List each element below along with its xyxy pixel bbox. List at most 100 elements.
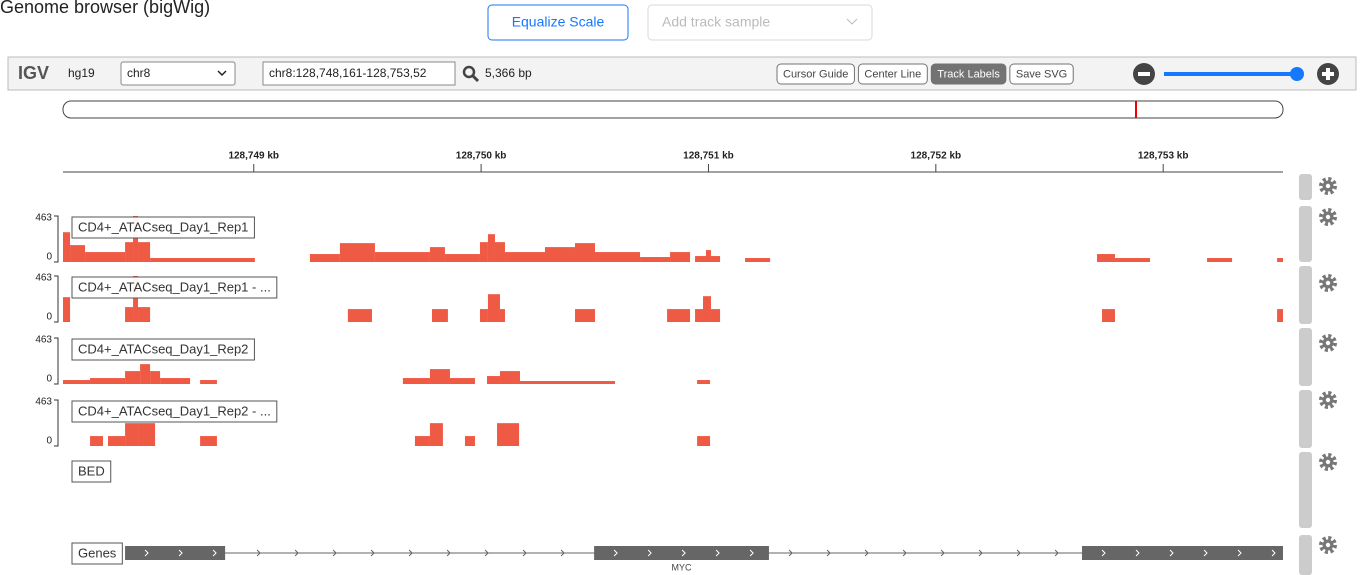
locus: chr8:128,748,161-128,753,52 (269, 66, 427, 80)
strand-arrow (902, 549, 907, 557)
strand-arrow (940, 549, 945, 557)
signal-bar (479, 309, 488, 322)
strand-arrow (332, 549, 337, 557)
strand-arrow (1203, 549, 1208, 557)
signal-bar (160, 378, 191, 384)
ruler-label: 128,751 kb (683, 151, 734, 162)
zoom-out-glyph (1138, 72, 1150, 76)
signal-bar (138, 307, 151, 322)
scale-min: 0 (46, 312, 52, 323)
signal-bar (449, 378, 475, 384)
signal-bar (133, 216, 139, 262)
page-title: Genome browser (bigWig) (0, 0, 210, 17)
scale-bracket (54, 337, 59, 385)
signal-bar (1114, 258, 1150, 262)
scale-max: 463 (35, 213, 52, 224)
chrom-arrow (217, 70, 227, 77)
track-label-box (71, 400, 278, 423)
signal-bar (429, 423, 443, 446)
strand-arrow (256, 549, 261, 557)
toolbar-button[interactable] (776, 63, 855, 85)
strand-arrow (978, 549, 983, 557)
track-gutter (1299, 174, 1312, 575)
signal-bar (402, 378, 430, 384)
signal-bar (1102, 309, 1115, 322)
track-label-box (71, 542, 123, 565)
signal-bar (695, 309, 704, 322)
strand-arrow (749, 549, 754, 557)
signal-bar (705, 250, 711, 262)
add-track-select[interactable] (647, 4, 873, 41)
equalize-button[interactable] (487, 4, 629, 41)
strand-arrow (370, 549, 375, 557)
signal-bar (710, 256, 721, 262)
signal-bar (494, 242, 505, 262)
signal-bar (745, 258, 771, 262)
strand-arrow (144, 549, 149, 557)
scale-bracket (54, 399, 59, 447)
strand-arrow (1135, 549, 1140, 557)
locus-input[interactable] (262, 61, 456, 86)
signal-bar (429, 369, 450, 384)
strand-arrow (826, 549, 831, 557)
signal-bar (150, 371, 161, 384)
signal-bar (125, 371, 141, 384)
signal-bar (487, 234, 495, 262)
ruler-label: 128,752 kb (911, 151, 962, 162)
strand-arrow (613, 549, 618, 557)
signal-bar (432, 309, 448, 322)
signal-bar (90, 436, 104, 446)
strand-arrow (294, 549, 299, 557)
ideogram (62, 100, 1284, 119)
strand-arrow (715, 549, 720, 557)
signal-bar (504, 252, 545, 262)
signal-bar (125, 423, 139, 446)
toolbar-button-label: Save SVG (1016, 68, 1067, 80)
signal-bar (444, 254, 480, 262)
signal-bar (138, 242, 151, 262)
track-label: Genes (78, 545, 117, 560)
strand-arrow (522, 549, 527, 557)
signal-bar (695, 256, 706, 262)
track-gears[interactable] (1319, 177, 1337, 554)
toolbar-button[interactable] (930, 63, 1007, 85)
scale-max: 463 (35, 335, 52, 346)
toolbar-button[interactable] (1009, 63, 1074, 85)
signal-bar (479, 242, 488, 262)
signal-bar (200, 436, 217, 446)
signal-bar (133, 276, 139, 322)
signal-bar (347, 309, 372, 322)
signal-bar (85, 252, 126, 262)
toolbar-button[interactable] (857, 63, 928, 85)
signal-bar (497, 423, 520, 446)
ruler-label: 128,749 kb (228, 151, 279, 162)
strand-arrow (446, 549, 451, 557)
chromosome-select[interactable] (120, 61, 236, 86)
signal-bar (150, 258, 255, 262)
search-icon[interactable] (462, 65, 480, 83)
signal-bar (108, 436, 126, 446)
strand-arrow (681, 549, 686, 557)
signal-bar (697, 436, 711, 446)
exon (594, 546, 769, 560)
signal-bar (429, 247, 445, 262)
strand-arrow (1054, 549, 1059, 557)
signal-bar (70, 245, 86, 262)
signal-bar (140, 364, 151, 384)
track-label-box (71, 460, 112, 483)
signal-bar (710, 309, 721, 322)
signal-bar (63, 380, 91, 384)
strand-arrow (864, 549, 869, 557)
strand-arrow (178, 549, 183, 557)
signal-bar (125, 242, 134, 262)
strand-arrow (1271, 549, 1276, 557)
zoom-thumb[interactable] (1290, 67, 1304, 81)
signal-bar (667, 309, 691, 322)
strand-arrow (560, 549, 565, 557)
signal-bar (374, 252, 430, 262)
scale-max: 463 (35, 397, 52, 408)
signal-bar (138, 423, 156, 446)
strand-arrow (212, 549, 217, 557)
signal-bar (544, 247, 576, 262)
signal-bar (703, 296, 711, 322)
